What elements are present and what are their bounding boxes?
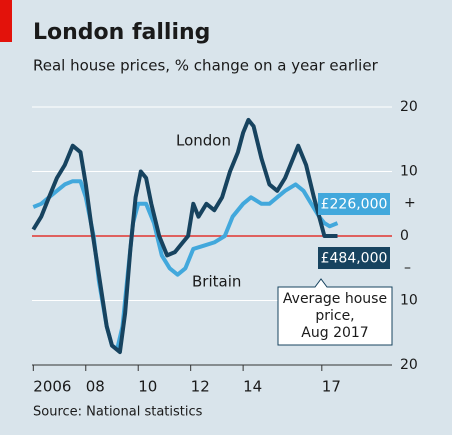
x-tick-label: 12 [191, 378, 210, 396]
annotation-text: Aug 2017 [301, 325, 368, 341]
value-box [318, 247, 390, 269]
series-line [31, 117, 338, 355]
red-tag [0, 0, 12, 42]
x-tick-label: 14 [243, 378, 262, 396]
value-box [318, 193, 390, 215]
y-tick-label: 10 [400, 293, 418, 309]
plus-sign: + [404, 195, 416, 211]
y-tick-label: 0 [400, 228, 409, 244]
value-box-label: £484,000 [321, 251, 388, 267]
series-line [32, 179, 339, 351]
y-tick-label: 10 [400, 164, 418, 180]
series-label: Britain [192, 273, 241, 291]
x-tick-label: 17 [322, 378, 341, 396]
annotation-text: price, [315, 308, 354, 324]
annotation-box [277, 278, 393, 346]
source: Source: National statistics [33, 405, 203, 420]
y-tick-label: 20 [400, 99, 418, 115]
x-tick-label: 08 [86, 378, 105, 396]
x-tick-label: 10 [138, 378, 157, 396]
series-label: London [176, 132, 231, 150]
x-tick-label: 2006 [33, 378, 71, 396]
chart-title: London falling [33, 20, 210, 45]
y-tick-label: 20 [400, 357, 418, 373]
chart-subtitle: Real house prices, % change on a year ea… [33, 57, 379, 75]
value-box-label: £226,000 [321, 197, 388, 213]
minus-sign: – [404, 260, 411, 276]
annotation-text: Average house [283, 291, 387, 307]
